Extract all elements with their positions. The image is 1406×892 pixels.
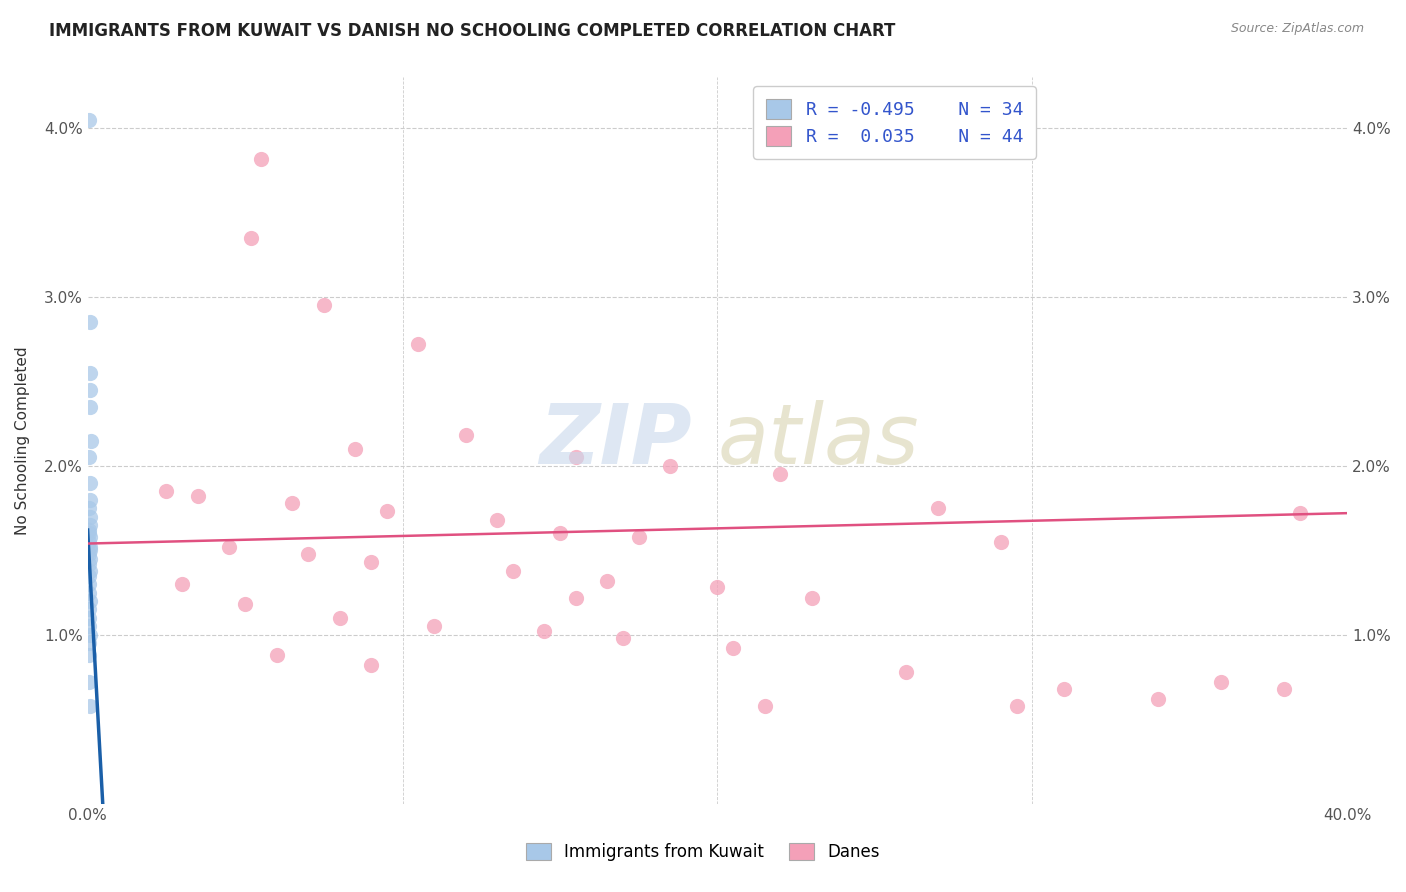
Point <box>627 530 650 544</box>
Point <box>360 555 382 569</box>
Point <box>721 641 744 656</box>
Legend: Immigrants from Kuwait, Danes: Immigrants from Kuwait, Danes <box>513 830 893 875</box>
Point <box>927 501 949 516</box>
Point <box>77 585 100 599</box>
Point <box>564 450 586 465</box>
Point <box>77 526 100 541</box>
Point <box>77 602 100 616</box>
Point <box>454 428 477 442</box>
Point <box>77 547 100 561</box>
Point <box>172 577 194 591</box>
Point <box>375 504 398 518</box>
Point <box>77 501 100 516</box>
Point <box>612 631 634 645</box>
Point <box>77 523 100 537</box>
Point <box>406 337 429 351</box>
Point <box>754 698 776 713</box>
Point <box>80 434 103 448</box>
Text: Source: ZipAtlas.com: Source: ZipAtlas.com <box>1230 22 1364 36</box>
Point <box>155 484 177 499</box>
Point <box>79 400 101 414</box>
Point <box>1053 681 1076 696</box>
Text: IMMIGRANTS FROM KUWAIT VS DANISH NO SCHOOLING COMPLETED CORRELATION CHART: IMMIGRANTS FROM KUWAIT VS DANISH NO SCHO… <box>49 22 896 40</box>
Point <box>233 598 256 612</box>
Legend: R = -0.495    N = 34, R =  0.035    N = 44: R = -0.495 N = 34, R = 0.035 N = 44 <box>754 87 1036 159</box>
Point <box>485 513 508 527</box>
Point <box>79 492 101 507</box>
Point <box>596 574 619 588</box>
Point <box>533 624 555 639</box>
Point <box>266 648 288 662</box>
Point <box>896 665 918 679</box>
Point <box>187 489 209 503</box>
Point <box>79 551 101 566</box>
Point <box>77 557 100 571</box>
Point <box>79 530 101 544</box>
Point <box>77 450 100 465</box>
Y-axis label: No Schooling Completed: No Schooling Completed <box>15 346 30 535</box>
Point <box>77 577 100 591</box>
Point <box>79 543 101 558</box>
Point <box>250 152 273 166</box>
Point <box>564 591 586 605</box>
Point <box>77 636 100 650</box>
Point <box>79 366 101 380</box>
Point <box>240 231 263 245</box>
Point <box>79 594 101 608</box>
Point <box>1147 692 1170 706</box>
Point <box>77 112 100 127</box>
Point <box>77 648 100 662</box>
Point <box>79 698 101 713</box>
Point <box>79 509 101 524</box>
Point <box>344 442 367 456</box>
Point <box>79 628 101 642</box>
Point <box>423 619 446 633</box>
Text: atlas: atlas <box>717 400 920 481</box>
Point <box>1211 675 1233 690</box>
Point <box>659 458 682 473</box>
Point <box>79 383 101 397</box>
Point <box>769 467 792 482</box>
Point <box>1272 681 1295 696</box>
Point <box>312 298 335 312</box>
Point <box>1289 506 1312 520</box>
Text: ZIP: ZIP <box>540 400 692 481</box>
Point <box>1005 698 1028 713</box>
Point <box>77 619 100 633</box>
Point <box>79 518 101 533</box>
Point <box>77 675 100 690</box>
Point <box>329 611 352 625</box>
Point <box>79 564 101 578</box>
Point <box>360 658 382 673</box>
Point <box>548 526 571 541</box>
Point <box>218 540 240 554</box>
Point <box>77 611 100 625</box>
Point <box>77 534 100 549</box>
Point <box>79 315 101 329</box>
Point <box>281 496 304 510</box>
Point <box>297 547 319 561</box>
Point <box>800 591 823 605</box>
Point <box>77 568 100 582</box>
Point <box>990 534 1012 549</box>
Point <box>502 564 524 578</box>
Point <box>79 540 101 554</box>
Point <box>706 581 728 595</box>
Point <box>79 475 101 490</box>
